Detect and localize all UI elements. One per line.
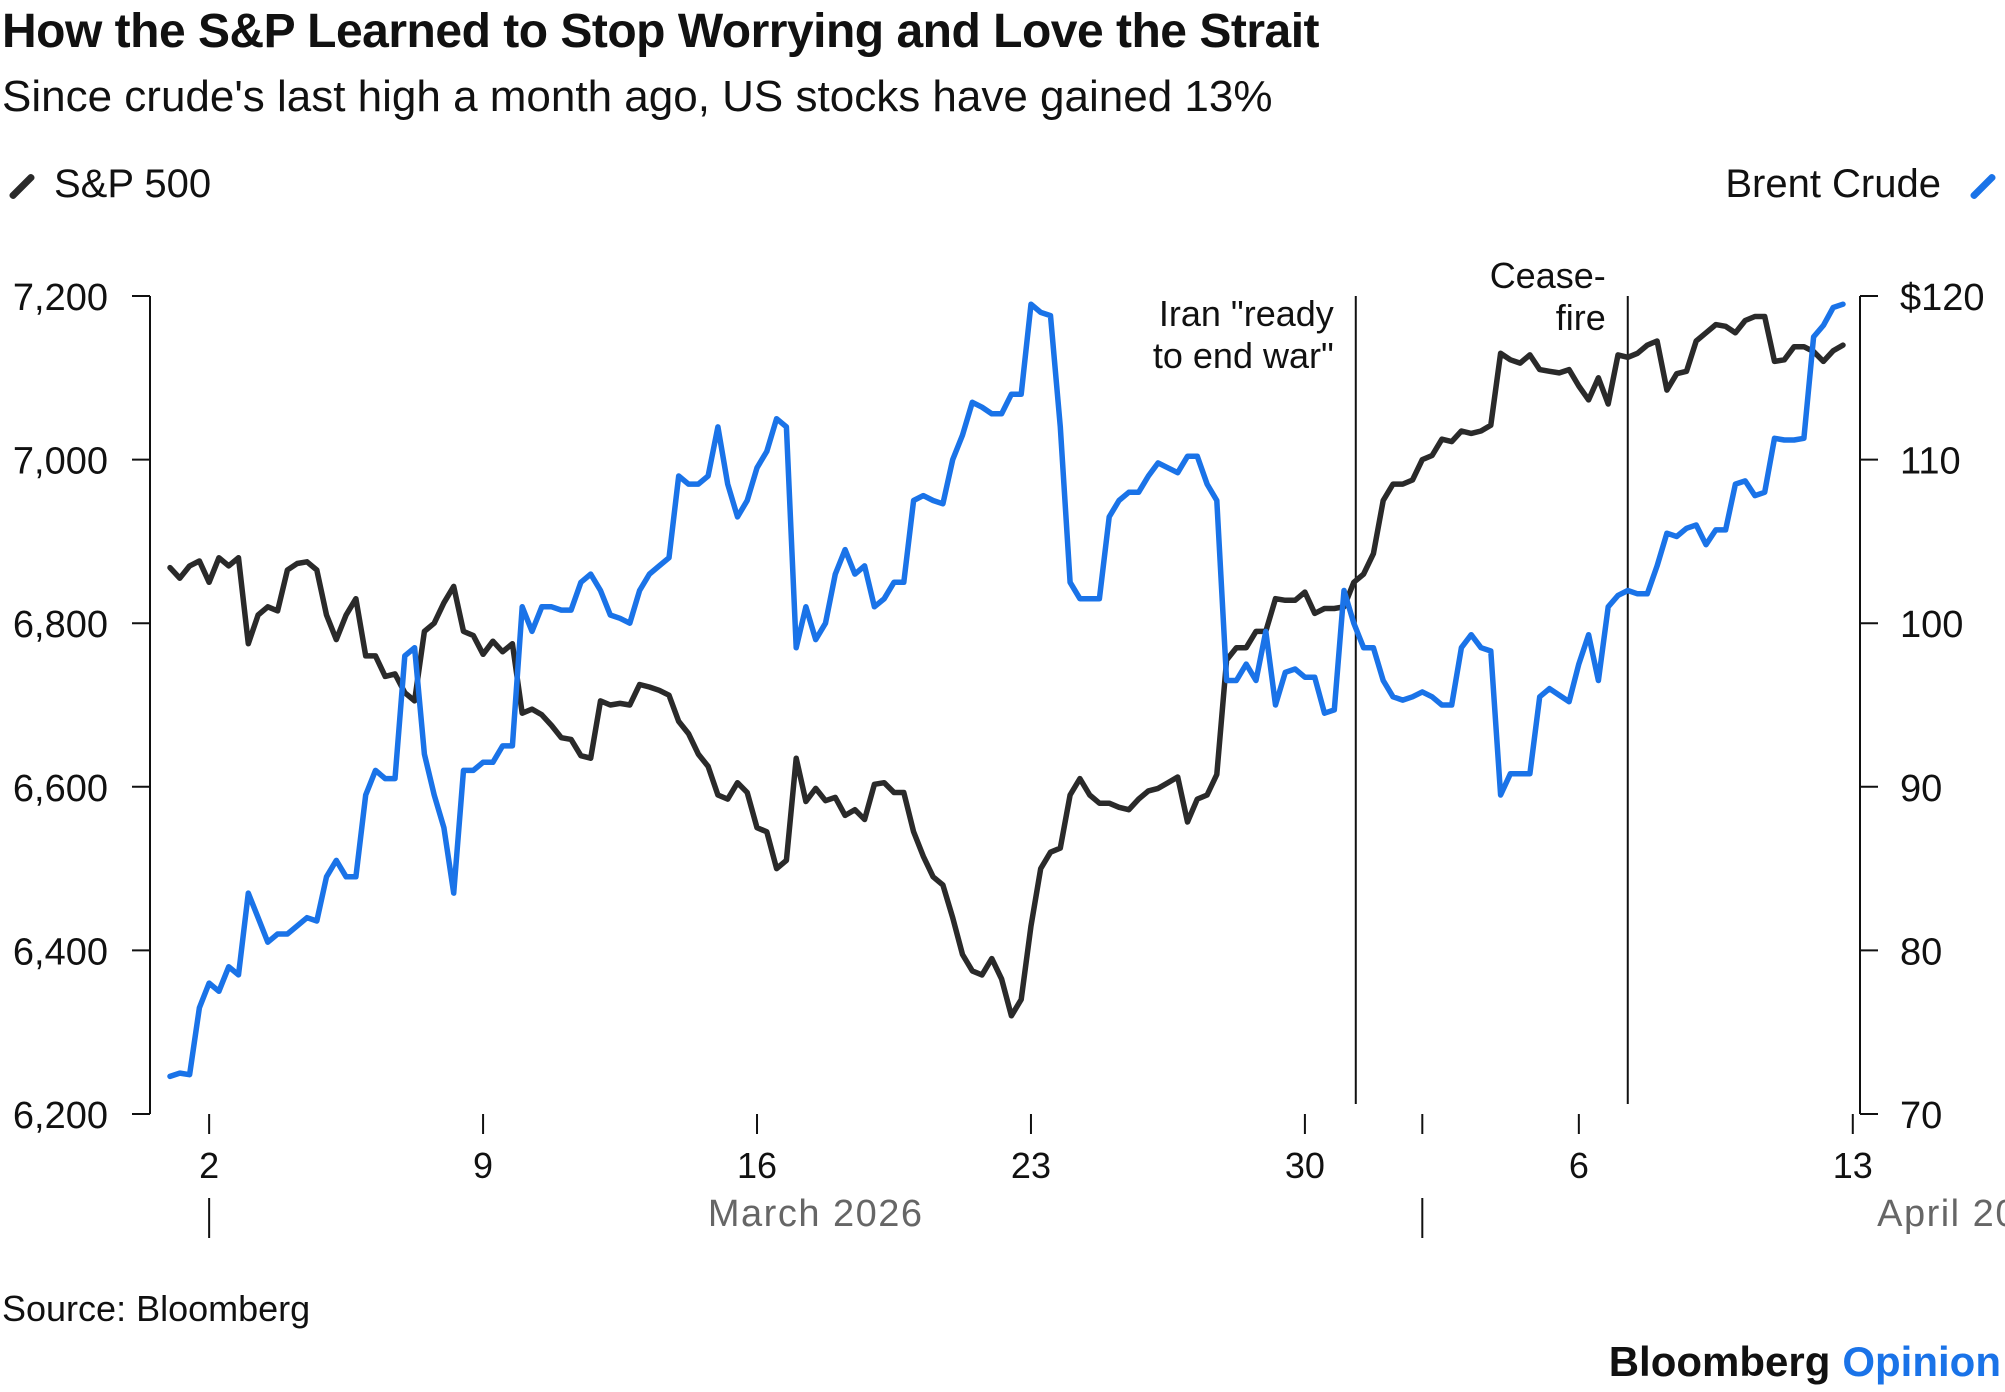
legend-sp500-label: S&P 500 — [54, 162, 212, 206]
annotation-text: Iran "ready — [1159, 293, 1334, 334]
annotation-text: fire — [1556, 297, 1606, 338]
brand-logo: Bloomberg Opinion — [1609, 1338, 2001, 1386]
left-axis-label: 6,600 — [13, 768, 108, 810]
brand-name: Bloomberg — [1608, 1338, 1831, 1385]
chart-title: How the S&P Learned to Stop Worrying and… — [2, 5, 1320, 58]
x-axis-label: 23 — [1011, 1145, 1051, 1186]
right-axis-label: 100 — [1900, 604, 1963, 646]
x-axis-label: 13 — [1833, 1145, 1873, 1186]
right-axis-label: 70 — [1900, 1095, 1942, 1137]
annotation-text: Cease- — [1490, 255, 1606, 296]
brent-crude-line — [167, 301, 1846, 1080]
sp500-line — [167, 313, 1846, 1019]
brand-suffix: Opinion — [1842, 1338, 2001, 1385]
left-axis-label: 7,200 — [13, 277, 108, 319]
x-axis-label: 30 — [1285, 1145, 1325, 1186]
left-axis-label: 7,000 — [13, 441, 108, 483]
dual-axis-line-chart: 6,200 6,400 6,600 6,800 7,000 7,200 70 80 90 100 1… — [13, 255, 2005, 1238]
legend-sp500: S&P 500 — [2, 162, 211, 207]
annotation-text: to end war" — [1153, 335, 1334, 376]
chart-subtitle: Since crude's last high a month ago, US … — [2, 72, 1273, 121]
legend-brent-label: Brent Crude — [1725, 162, 1941, 206]
month-label: April 2026 — [1877, 1193, 2005, 1235]
right-axis-label: $120 — [1900, 277, 1985, 319]
left-axis-label: 6,400 — [13, 931, 108, 973]
month-label: March 2026 — [708, 1193, 924, 1235]
right-axis-label: 110 — [1900, 441, 1961, 483]
left-axis-label: 6,800 — [13, 604, 108, 646]
left-axis-label: 6,200 — [13, 1095, 108, 1137]
legend-brent: Brent Crude — [1725, 162, 1997, 207]
x-axis-label: 16 — [737, 1145, 777, 1186]
right-axis-label: 80 — [1900, 931, 1942, 973]
x-axis-label: 2 — [199, 1145, 219, 1186]
x-axis-label: 6 — [1569, 1145, 1589, 1186]
x-axis-label: 9 — [473, 1145, 493, 1186]
source-note: Source: Bloomberg — [2, 1288, 311, 1329]
right-axis-label: 90 — [1900, 768, 1942, 810]
